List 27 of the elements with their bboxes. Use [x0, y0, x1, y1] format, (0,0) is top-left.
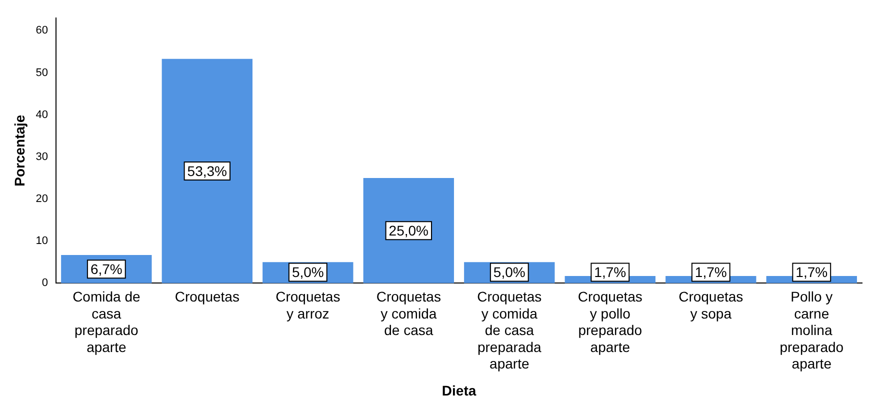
- y-tick-label: 50: [36, 66, 48, 79]
- data-label: 1,7%: [594, 264, 626, 280]
- x-tick-label: Croquetas y comida de casa: [376, 288, 441, 338]
- data-label: 5,0%: [493, 264, 526, 280]
- x-tick-label: Comida de casa preparado aparte: [72, 288, 140, 355]
- data-label: 1,7%: [796, 264, 828, 280]
- x-axis-title: Dieta: [442, 382, 476, 398]
- y-tick-label: 20: [36, 193, 48, 206]
- x-tick-label: Croquetas y comida de casa preparada aparte: [477, 288, 542, 372]
- x-tick-label: Pollo y carne molina preparado aparte: [780, 288, 844, 372]
- x-tick-label: Croquetas: [174, 288, 240, 304]
- y-tick-label: 10: [36, 235, 48, 248]
- y-tick-label: 60: [36, 24, 48, 37]
- y-axis-title: Porcentaje: [11, 114, 28, 186]
- y-tick-label: 0: [42, 277, 48, 290]
- data-label: 53,3%: [187, 162, 228, 179]
- x-tick-label: Croquetas y pollo preparado aparte: [578, 288, 642, 355]
- y-tick-label: 40: [36, 108, 48, 121]
- y-tick-label: 30: [36, 150, 48, 163]
- bar: [363, 178, 454, 284]
- x-tick-label: Croquetas y arroz: [276, 288, 340, 322]
- x-tick-label: Croquetas y sopa: [678, 288, 744, 322]
- data-label: 25,0%: [388, 222, 428, 238]
- data-label: 1,7%: [694, 264, 727, 280]
- bar: [162, 58, 252, 284]
- data-label: 5,0%: [292, 264, 324, 280]
- data-label: 6,7%: [90, 260, 122, 277]
